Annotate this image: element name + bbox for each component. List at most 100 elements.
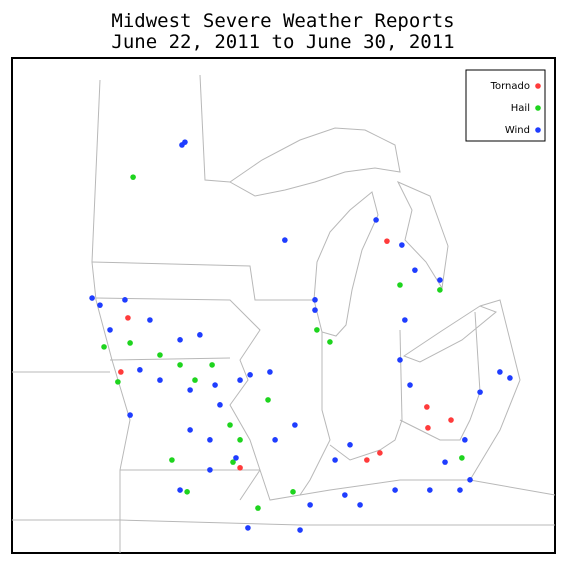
report-dot — [237, 437, 243, 443]
report-dot — [212, 382, 218, 388]
report-dot — [187, 387, 193, 393]
border — [109, 357, 231, 361]
lake — [402, 305, 497, 363]
report-dot — [314, 327, 320, 333]
report-dot — [217, 402, 223, 408]
report-dot — [425, 425, 431, 431]
report-dot — [467, 477, 473, 483]
report-dot — [101, 344, 107, 350]
report-dot — [237, 464, 243, 471]
legend-swatch — [535, 105, 541, 111]
report-dot — [207, 437, 213, 443]
report-dot — [237, 377, 243, 383]
report-dot — [292, 422, 298, 428]
report-dot — [327, 339, 333, 345]
lake — [229, 127, 401, 197]
report-dot — [255, 505, 261, 511]
report-dot — [392, 487, 398, 493]
legend-label: Tornado — [490, 81, 530, 92]
report-dot — [377, 450, 383, 456]
report-dot — [122, 297, 128, 303]
report-dot — [179, 142, 185, 148]
report-dot — [267, 369, 273, 375]
report-dot — [177, 362, 183, 368]
border — [199, 74, 231, 183]
report-dot — [437, 277, 443, 283]
report-dot — [457, 487, 463, 493]
report-dot — [245, 525, 251, 531]
border — [91, 261, 315, 301]
legend-label: Wind — [505, 125, 530, 136]
border — [469, 299, 521, 481]
report-dot — [192, 377, 198, 383]
report-dot — [312, 307, 318, 313]
report-dot — [233, 455, 239, 461]
border — [95, 297, 261, 501]
report-dot — [169, 457, 175, 463]
report-dot — [97, 302, 103, 308]
report-dot — [157, 377, 163, 383]
report-dot — [290, 489, 296, 495]
report-dot — [89, 295, 95, 301]
report-dot — [297, 527, 303, 533]
legend-swatch — [535, 127, 541, 133]
report-dot — [448, 417, 454, 423]
report-dot — [442, 459, 448, 465]
report-dot — [307, 502, 313, 508]
report-dot — [424, 404, 430, 410]
report-dot — [497, 369, 503, 375]
report-dot — [397, 282, 403, 288]
report-dot — [364, 457, 370, 463]
report-dot — [207, 467, 213, 473]
report-dot — [157, 352, 163, 358]
legend-box — [465, 69, 546, 142]
report-dot — [247, 372, 253, 378]
report-dot — [397, 357, 403, 363]
title-line: June 22, 2011 to June 30, 2011 — [111, 31, 454, 53]
report-dot — [127, 412, 133, 418]
report-dot — [373, 217, 379, 223]
border — [329, 329, 403, 461]
report-dot — [177, 487, 183, 493]
legend-label: Hail — [511, 103, 530, 114]
reports — [89, 139, 513, 533]
report-dot — [459, 455, 465, 461]
report-dot — [115, 379, 121, 385]
report-dot — [437, 287, 443, 293]
report-dot — [402, 317, 408, 323]
report-dot — [137, 367, 143, 373]
lake — [313, 191, 379, 337]
report-dot — [507, 375, 513, 381]
report-dot — [127, 340, 133, 346]
report-dot — [177, 336, 183, 343]
report-dot — [407, 382, 413, 388]
report-dot — [118, 369, 124, 375]
report-dot — [125, 315, 131, 321]
legend: Tornado Hail Wind — [490, 81, 541, 136]
report-dot — [347, 442, 353, 448]
report-dot — [477, 389, 483, 395]
report-dot — [384, 238, 390, 244]
report-dot — [209, 362, 215, 368]
title-line: Midwest Severe Weather Reports — [111, 10, 454, 32]
border — [120, 469, 556, 501]
report-dot — [107, 327, 113, 333]
report-dot — [427, 487, 433, 493]
border — [299, 332, 331, 496]
report-dot — [312, 297, 318, 303]
report-dot — [230, 459, 236, 465]
report-dot — [342, 492, 348, 498]
report-dot — [357, 502, 363, 508]
report-dot — [265, 397, 271, 403]
report-dot — [227, 422, 233, 428]
report-dot — [399, 242, 405, 248]
report-dot — [197, 332, 203, 338]
geography — [12, 74, 556, 553]
report-dot — [272, 437, 278, 443]
report-dot — [130, 174, 136, 180]
report-dot — [412, 267, 418, 273]
report-dot — [184, 489, 190, 495]
report-dot — [462, 437, 468, 443]
report-dot — [282, 237, 288, 243]
report-dot — [332, 457, 338, 463]
